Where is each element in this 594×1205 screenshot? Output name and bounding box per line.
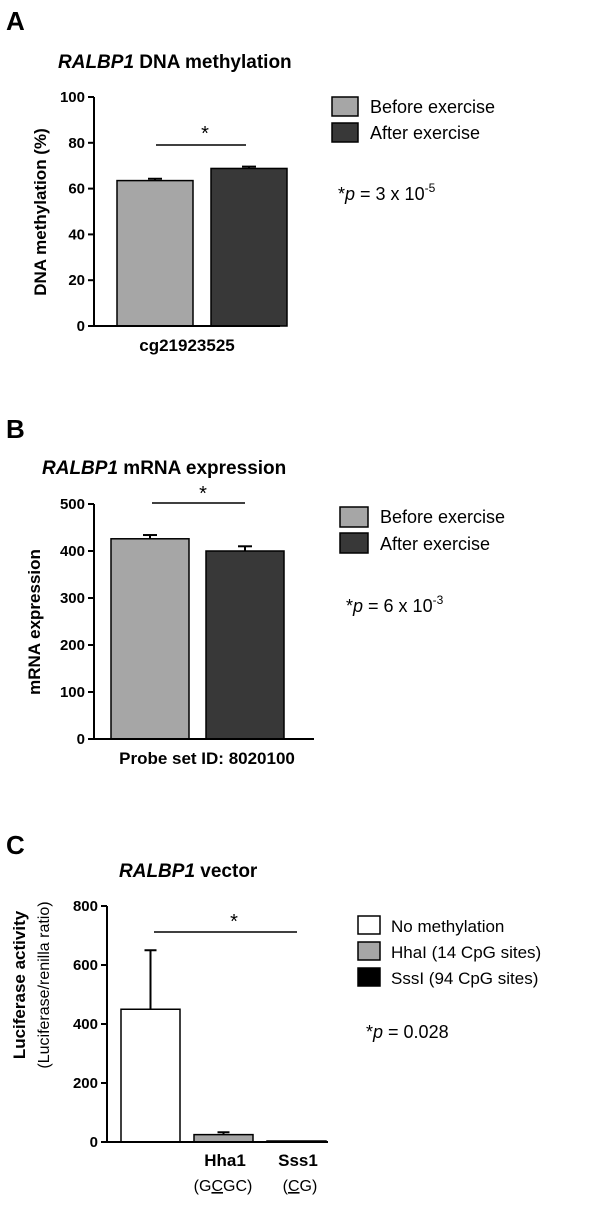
chart-a-ytick-label: 40 [68, 226, 85, 243]
chart-b-pvalue: *p = 6 x 10-3 [346, 593, 444, 616]
chart-a-title-gene: RALBP1 [58, 52, 134, 73]
chart-b-bars [110, 534, 285, 740]
panel-c: C RALBP1 vector Luciferase activity (Luc… [6, 830, 541, 1195]
chart-b-bar-2 [205, 550, 285, 740]
legend-b-label-before: Before exercise [380, 507, 505, 527]
panel-a: A RALBP1 DNA methylation DNA methylation… [6, 6, 495, 355]
chart-c-ylabel-secondary: (Luciferase/renilla ratio) [36, 901, 53, 1068]
chart-c-xcat-sss1: Sss1 [278, 1151, 318, 1170]
chart-a-ylabel: DNA methylation (%) [31, 128, 50, 296]
chart-b-ytick-label: 0 [77, 731, 85, 748]
legend-b-swatch-after [339, 532, 369, 554]
chart-a-bar-2 [210, 167, 288, 327]
chart-b-yticks: 0 100 200 300 400 500 [60, 496, 94, 748]
chart-c-title: RALBP1 vector [119, 861, 258, 882]
chart-c-bars [120, 949, 327, 1143]
legend-c-swatch-none [357, 915, 381, 935]
legend-c-swatch-hhai [357, 941, 381, 961]
chart-c-ylabel: Luciferase activity [10, 910, 29, 1059]
chart-a-ytick-label: 20 [68, 272, 85, 289]
chart-c-ytick-label: 600 [73, 957, 98, 974]
chart-b-title: RALBP1 mRNA expression [42, 458, 286, 479]
chart-b-ytick-label: 100 [60, 684, 85, 701]
chart-a-yticks: 0 20 40 60 80 100 [60, 89, 94, 335]
chart-c-bar-1 [120, 1008, 181, 1143]
chart-b-xlabel: Probe set ID: 8020100 [119, 749, 295, 768]
panel-letter-c: C [6, 830, 25, 860]
legend-c-label-sssi: SssI (94 CpG sites) [391, 969, 538, 988]
legend-b-label-after: After exercise [380, 534, 490, 554]
legend-a-label-before: Before exercise [370, 97, 495, 117]
chart-c-sig-star: * [230, 911, 238, 933]
chart-c-bar-2 [193, 1133, 254, 1143]
chart-b-bar-1 [110, 538, 190, 740]
chart-c-ytick-label: 0 [90, 1134, 98, 1151]
chart-c-xsub-sss1: (CG) [283, 1178, 318, 1195]
legend-a-label-after: After exercise [370, 123, 480, 143]
chart-c-xsub-hha1: (GCGC) [194, 1178, 253, 1195]
legend-c-label-hhai: HhaI (14 CpG sites) [391, 943, 541, 962]
chart-c-pvalue: *p = 0.028 [366, 1022, 449, 1042]
legend-a-swatch-after [331, 122, 359, 143]
chart-a-ytick-label: 60 [68, 181, 85, 198]
chart-b-ytick-label: 500 [60, 496, 85, 513]
chart-a-ytick-label: 80 [68, 135, 85, 152]
chart-a-ytick-label: 100 [60, 89, 85, 106]
chart-b-ytick-label: 300 [60, 590, 85, 607]
chart-b-sig-star: * [199, 483, 207, 505]
chart-a-title: RALBP1 DNA methylation [58, 52, 292, 73]
panel-letter-a: A [6, 6, 25, 36]
chart-c-ytick-label: 400 [73, 1016, 98, 1033]
chart-a-title-rest: DNA methylation [134, 52, 292, 73]
panel-letter-b: B [6, 414, 25, 444]
legend-b-swatch-before [339, 506, 369, 528]
chart-b-ylabel: mRNA expression [25, 549, 44, 695]
legend-a-swatch-before [331, 96, 359, 117]
chart-c-ytick-label: 200 [73, 1075, 98, 1092]
chart-a-sig-star: * [201, 123, 209, 145]
panel-b: B RALBP1 mRNA expression mRNA expression… [6, 414, 505, 768]
chart-b-ytick-label: 200 [60, 637, 85, 654]
legend-c-swatch-sssi [357, 967, 381, 987]
legend-c-label-none: No methylation [391, 917, 504, 936]
chart-a-pvalue: *p = 3 x 10-5 [338, 181, 436, 204]
chart-a-bars [116, 165, 288, 327]
chart-c-yticks: 0 200 400 600 800 [73, 898, 107, 1151]
chart-a-bar-1 [116, 179, 194, 327]
chart-c-xcat-hha1: Hha1 [204, 1151, 246, 1170]
chart-a-ytick-label: 0 [77, 318, 85, 335]
chart-a-xlabel: cg21923525 [139, 336, 234, 355]
chart-b-ytick-label: 400 [60, 543, 85, 560]
chart-c-ytick-label: 800 [73, 898, 98, 915]
